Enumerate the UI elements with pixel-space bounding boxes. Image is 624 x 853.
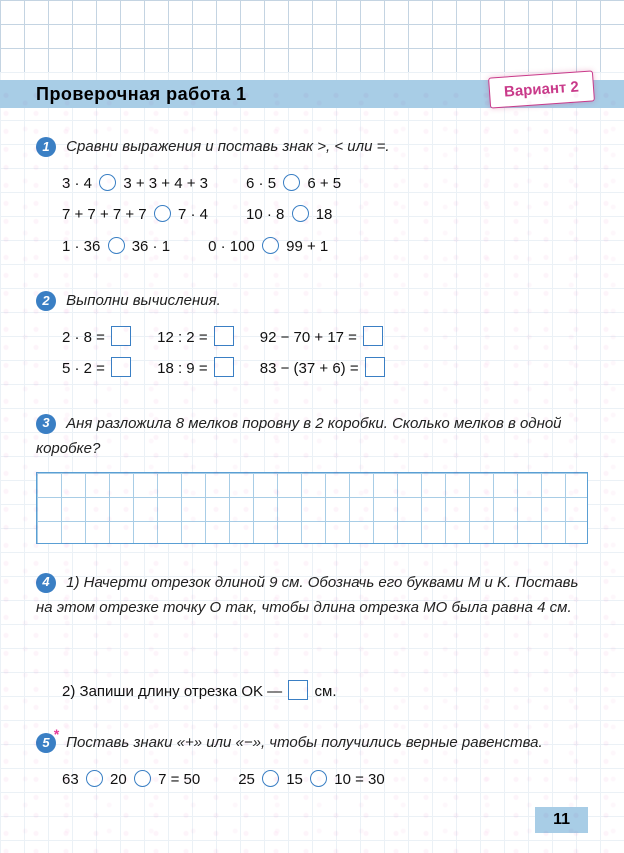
variant-badge: Вариант 2	[488, 70, 595, 108]
compare-circle[interactable]	[154, 205, 171, 222]
answer-box[interactable]	[363, 326, 383, 346]
answer-box[interactable]	[214, 357, 234, 377]
task-4: 4 1) Начерти отрезок длиной 9 см. Обозна…	[36, 570, 588, 705]
page-title: Проверочная работа 1	[36, 84, 247, 105]
expr: 1 · 36 36 · 1	[62, 231, 170, 263]
task-2-expressions: 2 · 8 = 5 · 2 = 12 : 2 = 18 : 9 = 92 − 7…	[36, 322, 588, 385]
expr: 0 · 100 99 + 1	[208, 231, 328, 263]
compare-circle[interactable]	[283, 174, 300, 191]
answer-box[interactable]	[288, 680, 308, 700]
task-number-4: 4	[36, 573, 56, 593]
task-1-expressions: 3 · 4 3 + 3 + 4 + 3 6 · 5 6 + 5 7 + 7 + …	[36, 168, 588, 263]
task-5-prompt: Поставь знаки «+» или «−», чтобы получил…	[66, 734, 543, 751]
expr: 6 · 5 6 + 5	[246, 168, 341, 200]
expr: 10 · 8 18	[246, 199, 332, 231]
sign-expr: 25 15 10 = 30	[238, 764, 385, 796]
task-5: 5 Поставь знаки «+» или «−», чтобы получ…	[36, 730, 588, 795]
header-bar: Проверочная работа 1 Вариант 2	[0, 80, 624, 108]
sign-circle[interactable]	[310, 770, 327, 787]
compare-circle[interactable]	[108, 237, 125, 254]
answer-box[interactable]	[214, 326, 234, 346]
answer-box[interactable]	[111, 357, 131, 377]
calc: 2 · 8 =	[62, 322, 133, 354]
task-3-prompt: Аня разложила 8 мелков поровну в 2 короб…	[36, 415, 562, 458]
expr: 7 + 7 + 7 + 7 7 · 4	[62, 199, 208, 231]
task-number-2: 2	[36, 291, 56, 311]
task-1-prompt: Сравни выражения и поставь знак >, < или…	[66, 138, 389, 155]
expr: 3 · 4 3 + 3 + 4 + 3	[62, 168, 208, 200]
sign-circle[interactable]	[262, 770, 279, 787]
task-5-expressions: 63 20 7 = 50 25 15 10 = 30	[36, 764, 588, 796]
sign-circle[interactable]	[86, 770, 103, 787]
task-3: 3 Аня разложила 8 мелков поровну в 2 кор…	[36, 411, 588, 544]
calc: 18 : 9 =	[157, 353, 236, 385]
compare-circle[interactable]	[99, 174, 116, 191]
top-grid-strip	[0, 0, 624, 72]
drawing-space[interactable]	[36, 621, 588, 669]
sign-circle[interactable]	[134, 770, 151, 787]
task-number-3: 3	[36, 414, 56, 434]
task-1: 1 Сравни выражения и поставь знак >, < и…	[36, 134, 588, 262]
task-4-sub2: 2) Запиши длину отрезка OK — см.	[36, 679, 588, 705]
sign-expr: 63 20 7 = 50	[62, 764, 200, 796]
task-2: 2 Выполни вычисления. 2 · 8 = 5 · 2 = 12…	[36, 288, 588, 385]
calc: 5 · 2 =	[62, 353, 133, 385]
task-2-prompt: Выполни вычисления.	[66, 292, 221, 309]
answer-box[interactable]	[365, 357, 385, 377]
task-4-sub1: 1) Начерти отрезок длиной 9 см. Обозначь…	[36, 574, 578, 617]
calc: 92 − 70 + 17 =	[260, 322, 387, 354]
task-3-answer-grid[interactable]	[36, 472, 588, 544]
compare-circle[interactable]	[292, 205, 309, 222]
answer-box[interactable]	[111, 326, 131, 346]
calc: 83 − (37 + 6) =	[260, 353, 387, 385]
page-content: Проверочная работа 1 Вариант 2 1 Сравни …	[0, 0, 624, 815]
calc: 12 : 2 =	[157, 322, 236, 354]
compare-circle[interactable]	[262, 237, 279, 254]
task-number-1: 1	[36, 137, 56, 157]
task-number-5: 5	[36, 733, 56, 753]
